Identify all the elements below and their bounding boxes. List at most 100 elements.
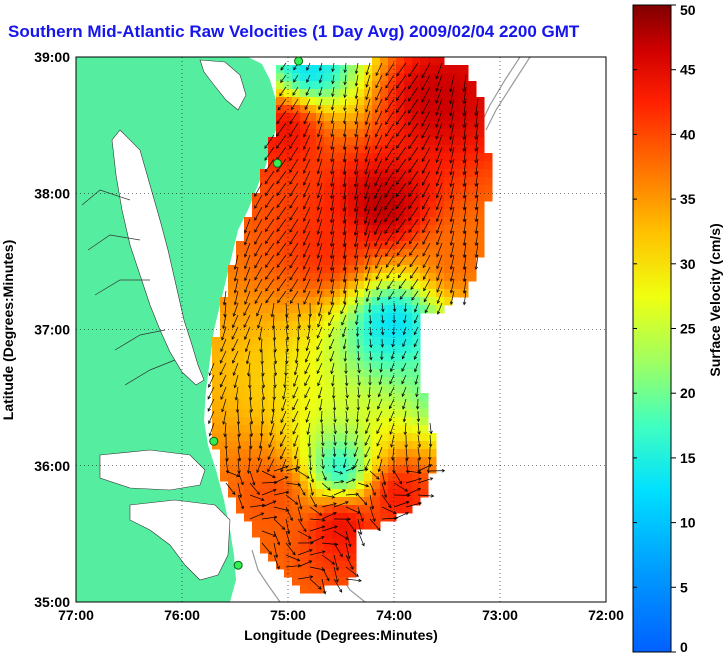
velocity-cell — [444, 257, 453, 266]
velocity-cell — [396, 273, 405, 282]
velocity-arrow — [450, 206, 455, 222]
velocity-cell — [428, 65, 437, 74]
velocity-arrow — [367, 398, 371, 410]
velocity-arrow — [408, 170, 419, 185]
velocity-cell — [348, 561, 357, 570]
velocity-arrow — [395, 206, 407, 221]
velocity-arrow-head — [374, 219, 378, 224]
velocity-cell — [388, 329, 397, 338]
velocity-arrow-head — [299, 518, 303, 522]
velocity-arrow-head — [351, 466, 355, 471]
velocity-arrow-head — [383, 494, 388, 499]
velocity-cell — [340, 225, 349, 234]
velocity-arrow-head — [302, 242, 307, 246]
velocity-arrow-head — [350, 566, 354, 570]
colorbar-tick-label: 5 — [680, 579, 688, 595]
velocity-cell — [404, 497, 413, 506]
velocity-cell — [412, 81, 421, 90]
velocity-arrow — [396, 230, 407, 245]
velocity-arrow-head — [355, 492, 360, 496]
velocity-arrow-head — [285, 490, 290, 495]
velocity-cell — [340, 73, 349, 82]
velocity-cell — [404, 465, 413, 474]
velocity-cell — [316, 385, 325, 394]
velocity-arrow-head — [270, 420, 274, 425]
velocity-arrow — [306, 74, 311, 83]
velocity-cell — [228, 369, 237, 378]
velocity-arrow-head — [474, 183, 478, 187]
velocity-cell — [340, 65, 349, 74]
velocity-arrow — [331, 182, 335, 199]
velocity-cell — [404, 217, 413, 226]
velocity-cell — [300, 521, 309, 530]
velocity-cell — [316, 513, 325, 522]
velocity-cell — [404, 289, 413, 298]
velocity-arrow-head — [292, 431, 296, 435]
velocity-cell — [332, 513, 341, 522]
velocity-cell — [300, 401, 309, 410]
velocity-arrow — [225, 446, 228, 461]
velocity-cell — [404, 369, 413, 378]
velocity-cell — [420, 465, 429, 474]
velocity-cell — [404, 481, 413, 490]
velocity-cell — [220, 305, 229, 314]
velocity-cell — [364, 177, 373, 186]
velocity-cell — [316, 433, 325, 442]
velocity-cell — [276, 217, 285, 226]
velocity-cell — [396, 65, 405, 74]
velocity-cell — [420, 89, 429, 98]
velocity-cell — [404, 425, 413, 434]
velocity-cell — [372, 233, 381, 242]
velocity-arrow — [331, 134, 335, 150]
velocity-cell — [372, 345, 381, 354]
velocity-cell — [244, 425, 253, 434]
velocity-cell — [260, 537, 269, 546]
velocity-cell — [468, 241, 477, 250]
velocity-cell — [260, 545, 269, 554]
velocity-arrow — [387, 278, 395, 289]
velocity-cell — [300, 209, 309, 218]
velocity-cell — [316, 361, 325, 370]
velocity-cell — [308, 185, 317, 194]
velocity-arrow — [345, 386, 348, 398]
velocity-cell — [404, 385, 413, 394]
velocity-arrow-head — [276, 216, 280, 221]
velocity-arrow — [237, 410, 239, 425]
river-1 — [81, 189, 131, 206]
velocity-arrow-head — [332, 465, 336, 469]
velocity-arrow-head — [303, 120, 307, 125]
velocity-cell — [420, 281, 429, 290]
velocity-arrow — [385, 86, 395, 101]
velocity-arrow-head — [424, 309, 428, 314]
velocity-arrow — [261, 542, 272, 555]
velocity-cell — [364, 489, 373, 498]
velocity-arrow-head — [333, 511, 337, 516]
velocity-arrow-head — [353, 208, 358, 213]
velocity-cell — [276, 417, 285, 426]
velocity-cell — [396, 465, 405, 474]
velocity-arrow — [333, 422, 336, 434]
velocity-cell — [308, 193, 317, 202]
velocity-arrow — [232, 314, 239, 328]
velocity-cell — [268, 521, 277, 530]
velocity-cell — [316, 553, 325, 562]
velocity-arrow — [385, 242, 395, 257]
velocity-cell — [332, 89, 341, 98]
velocity-cell — [348, 369, 357, 378]
velocity-arrow — [254, 254, 263, 269]
velocity-arrow-head — [306, 431, 310, 435]
velocity-arrow-head — [402, 418, 407, 423]
velocity-cell — [340, 281, 349, 290]
velocity-cell — [212, 337, 221, 346]
velocity-cell — [252, 441, 261, 450]
velocity-arrow — [390, 434, 395, 448]
velocity-cell — [380, 169, 389, 178]
velocity-arrow — [450, 182, 455, 199]
velocity-arrow — [297, 518, 307, 532]
velocity-cell — [404, 153, 413, 162]
velocity-cell — [404, 129, 413, 138]
velocity-arrow-head — [413, 331, 417, 336]
velocity-arrow-head — [396, 169, 400, 173]
velocity-arrow — [369, 494, 374, 510]
velocity-arrow-head — [276, 133, 280, 137]
